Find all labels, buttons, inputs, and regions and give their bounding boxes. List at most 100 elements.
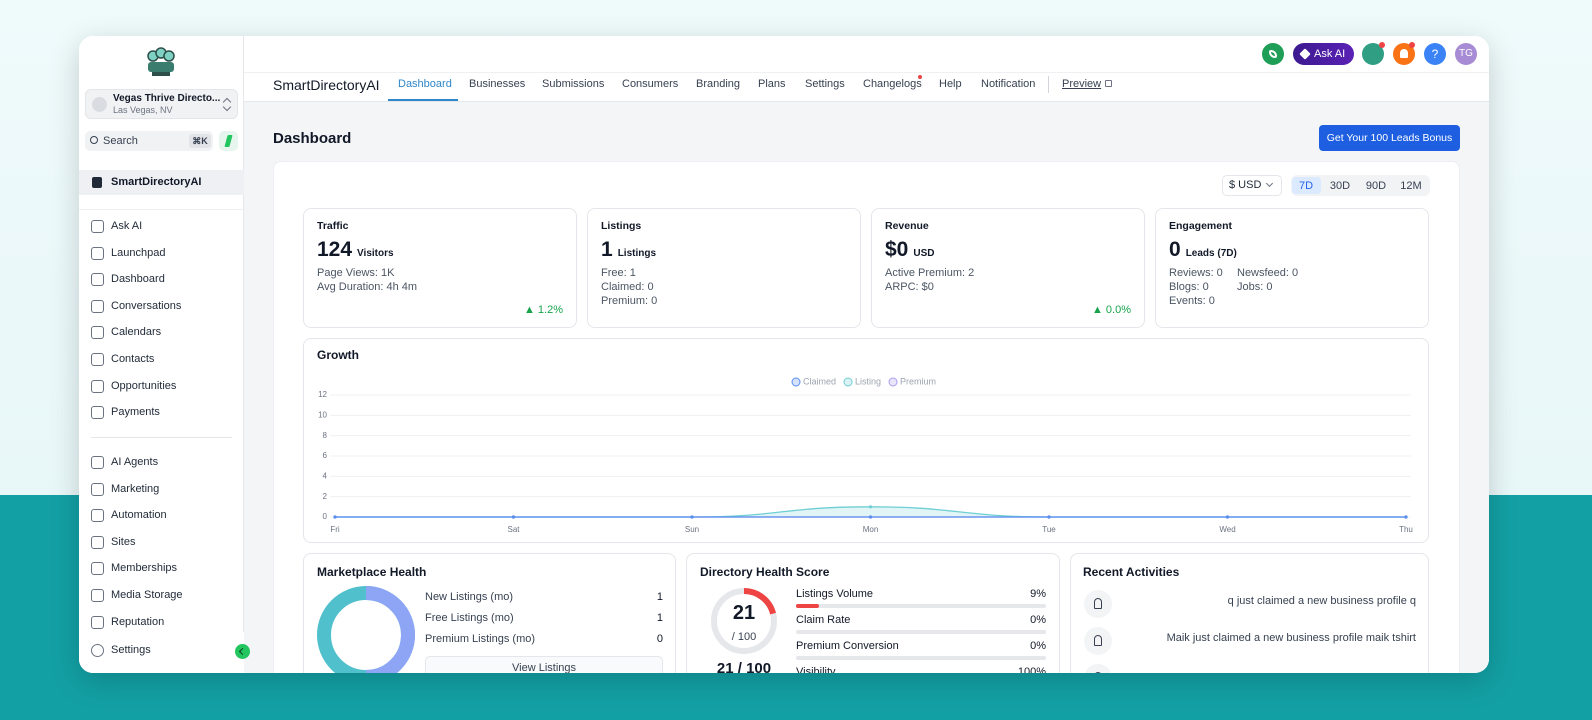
nav-tab[interactable]: Notification [981,78,1036,90]
cta-label[interactable]: Get Your 100 Leads Bonus [1326,132,1453,144]
series-point [690,515,694,519]
stat-value: 0 [1169,238,1181,261]
external-link-icon [1105,80,1112,87]
y-tick-label: 2 [323,492,328,501]
chart-title: Growth [317,348,359,362]
menu-item[interactable]: Sites [111,535,136,548]
cta-button[interactable] [1319,125,1460,151]
menu-item[interactable]: Opportunities [111,379,177,392]
metric-label: Listings Volume [796,588,874,600]
view-listings-button[interactable] [425,656,663,673]
menu-icon [91,535,104,549]
range-option[interactable]: 90D [1365,180,1387,192]
app-window: Vegas Thrive Directo... Las Vegas, NV Sear… [79,36,1489,673]
stat-detail: Jobs: 0 [1237,281,1273,293]
stat-detail: Free: 1 [601,267,636,279]
menu-item[interactable]: AI Agents [111,456,159,468]
announcements-button[interactable] [1362,43,1384,65]
account-row[interactable] [79,170,244,195]
menu-item[interactable]: Conversations [111,299,182,312]
currency-select[interactable] [1222,175,1282,196]
avatar[interactable] [1455,43,1477,65]
call-icon [1269,50,1277,58]
changelog-dot [918,75,922,79]
stat-card [1155,208,1429,328]
health-row-value: 0 [656,633,663,645]
menu-item[interactable]: Dashboard [111,273,165,286]
menu-icon [91,353,104,366]
menu-item[interactable]: Automation [111,509,167,522]
stat-value-row: $0 USD [885,238,934,262]
preview-link[interactable]: Preview [1062,78,1102,90]
nav-tab[interactable]: Plans [758,78,786,90]
series-point [868,505,873,509]
nav-separator [1048,76,1049,93]
marketplace-donut [317,586,415,673]
stat-card [587,208,861,328]
series-point [1404,515,1408,519]
marketplace-card [303,553,676,673]
nav-tab[interactable]: Consumers [622,78,679,90]
stat-value-row: 1 Listings [601,238,656,262]
nav-tab[interactable]: Submissions [542,78,605,90]
activity-text: Maik just claimed a new business profile… [1166,632,1416,644]
stat-unit: USD [913,248,935,259]
nav-tab[interactable]: Branding [696,78,741,90]
menu-icon [91,246,104,260]
button-label[interactable]: View Listings [512,662,576,673]
x-tick-label: Mon [863,525,879,534]
nav-tab[interactable]: Businesses [469,78,526,90]
metric-label: Premium Conversion [796,640,899,652]
menu-item[interactable]: Ask AI [111,220,143,232]
menu-item[interactable]: Settings [111,644,151,656]
gauge-arc [711,588,777,654]
menu-item[interactable]: Payments [111,406,160,419]
help-button[interactable] [1424,43,1446,65]
metric-value: 9% [1030,588,1046,600]
legend-marker [791,377,801,387]
metric-track [796,656,1046,660]
card-title: Recent Activities [1083,565,1180,579]
menu-item[interactable]: Memberships [111,562,178,575]
stat-detail: Avg Duration: 4h 4m [317,281,418,293]
stat-detail: Events: 0 [1169,295,1215,307]
menu-item[interactable]: Launchpad [111,246,166,259]
y-tick-label: 4 [323,471,328,480]
menu-item[interactable]: Calendars [111,326,162,339]
notification-dot [1409,42,1415,48]
menu-item[interactable]: Contacts [111,353,155,365]
nav-tab[interactable]: Help [939,78,962,90]
range-option[interactable]: 12M [1400,180,1422,192]
menu-icon [91,509,104,523]
active-tab-underline [388,99,458,101]
menu-item[interactable]: Marketing [111,482,160,495]
y-tick-label: 10 [318,410,327,419]
location-switcher[interactable] [85,89,238,119]
range-selector [1291,175,1430,196]
stat-title: Revenue [885,220,929,232]
health-row-label: New Listings (mo) [425,591,514,603]
stat-unit: Leads (7D) [1185,248,1237,259]
x-tick-label: Tue [1042,525,1056,534]
range-option[interactable]: 7D [1298,180,1314,192]
menu-item[interactable]: Reputation [111,615,165,628]
nav-tab[interactable]: Dashboard [398,78,452,90]
x-tick-label: Sun [685,525,699,534]
nav-tab[interactable]: Settings [805,78,845,90]
stat-card [303,208,577,328]
menu-icon [91,562,104,576]
collapse-toggle[interactable] [235,644,250,659]
location-name: Vegas Thrive Directo... [113,93,221,104]
stat-detail: Blogs: 0 [1169,281,1209,293]
nav-tab[interactable]: Changelogs [863,78,922,90]
health-row-label: Free Listings (mo) [425,612,514,624]
search-box[interactable] [85,131,213,151]
nav-bar [244,73,1489,102]
range-option[interactable]: 30D [1329,180,1351,192]
growth-card [303,338,1429,543]
menu-item[interactable]: Media Storage [111,589,183,601]
ask-ai-button[interactable] [1293,43,1354,65]
activity-glyph [1094,598,1102,609]
x-tick-label: Thu [1399,525,1413,534]
logo-figure [163,50,175,62]
